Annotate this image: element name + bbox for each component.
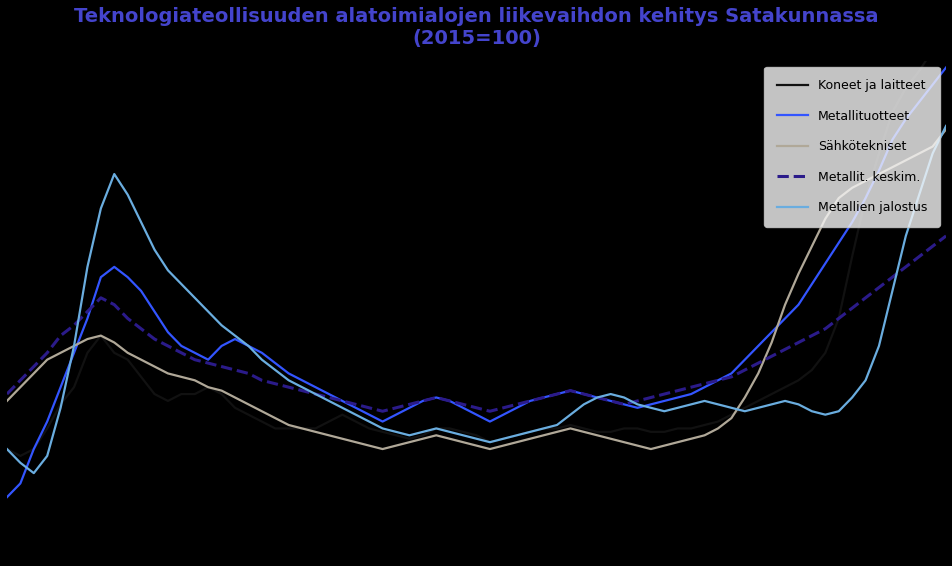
- Title: Teknologiateollisuuden alatoimialojen liikevaihdon kehitys Satakunnassa
(2015=10: Teknologiateollisuuden alatoimialojen li…: [74, 7, 878, 48]
- Sähkötekniset: [376, 445, 387, 452]
- Legend: Koneet ja laitteet, Metallituotteet, Sähkötekniset, Metallit. keskim., Metallien: Koneet ja laitteet, Metallituotteet, Säh…: [764, 67, 939, 227]
- Sähkötekniset: [578, 428, 589, 435]
- Sähkötekniset: [1, 397, 12, 404]
- Sähkötekniset: [724, 415, 736, 422]
- Sähkötekniset: [269, 415, 281, 422]
- Metallit. keskim.: [376, 408, 387, 415]
- Sähkötekniset: [940, 126, 951, 133]
- Koneet ja laitteet: [14, 453, 26, 460]
- Metallituotteet: [457, 405, 468, 411]
- Metallien jalostus: [42, 453, 53, 460]
- Koneet ja laitteet: [1, 445, 12, 452]
- Line: Metallituotteet: Metallituotteet: [7, 67, 945, 497]
- Metallituotteet: [565, 387, 576, 394]
- Koneet ja laitteet: [940, 23, 951, 29]
- Line: Metallien jalostus: Metallien jalostus: [7, 126, 945, 473]
- Metallituotteet: [28, 445, 39, 452]
- Metallien jalostus: [724, 405, 736, 411]
- Metallien jalostus: [470, 435, 482, 442]
- Metallit. keskim.: [724, 374, 736, 380]
- Metallit. keskim.: [269, 380, 281, 387]
- Metallituotteet: [349, 405, 361, 411]
- Koneet ja laitteet: [578, 425, 589, 432]
- Koneet ja laitteet: [283, 425, 294, 432]
- Metallit. keskim.: [940, 233, 951, 239]
- Metallien jalostus: [899, 233, 910, 239]
- Line: Sähkötekniset: Sähkötekniset: [7, 130, 945, 449]
- Sähkötekniset: [28, 370, 39, 377]
- Metallien jalostus: [28, 470, 39, 477]
- Metallit. keskim.: [578, 391, 589, 397]
- Koneet ja laitteet: [470, 432, 482, 439]
- Sähkötekniset: [899, 157, 910, 164]
- Metallit. keskim.: [470, 405, 482, 411]
- Koneet ja laitteet: [724, 411, 736, 418]
- Metallien jalostus: [283, 377, 294, 384]
- Metallituotteet: [940, 64, 951, 71]
- Metallit. keskim.: [899, 263, 910, 270]
- Line: Koneet ja laitteet: Koneet ja laitteet: [7, 26, 945, 456]
- Sähkötekniset: [470, 442, 482, 449]
- Metallit. keskim.: [28, 363, 39, 370]
- Metallituotteet: [885, 136, 897, 143]
- Metallituotteet: [1, 494, 12, 500]
- Metallit. keskim.: [1, 391, 12, 397]
- Line: Metallit. keskim.: Metallit. keskim.: [7, 236, 945, 411]
- Koneet ja laitteet: [42, 425, 53, 432]
- Koneet ja laitteet: [899, 85, 910, 92]
- Metallien jalostus: [578, 401, 589, 408]
- Metallien jalostus: [940, 122, 951, 129]
- Metallien jalostus: [1, 445, 12, 452]
- Metallituotteet: [269, 360, 281, 367]
